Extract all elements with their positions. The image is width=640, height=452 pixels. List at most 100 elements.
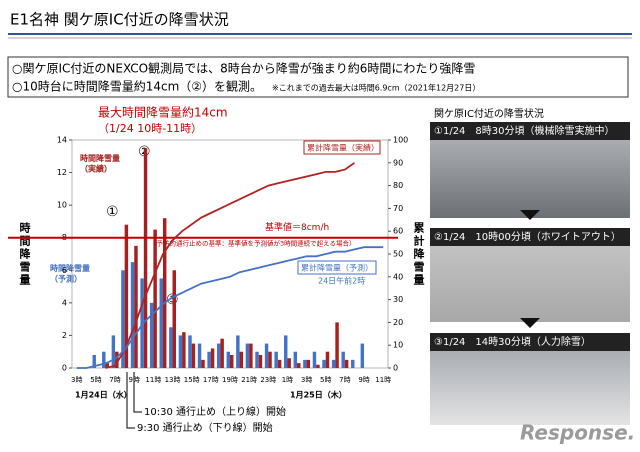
watermark: Response. bbox=[520, 421, 635, 445]
line bbox=[76, 246, 384, 369]
photo-caption: ③1/24 14時30分頃（人力除雪） bbox=[434, 335, 591, 348]
bar bbox=[303, 359, 307, 368]
closure-marker bbox=[133, 372, 142, 413]
y-tick-label: 12 bbox=[57, 168, 67, 177]
bar bbox=[258, 354, 263, 368]
bar bbox=[130, 262, 135, 368]
bar bbox=[344, 359, 349, 368]
y2-tick-label: 20 bbox=[393, 318, 403, 327]
bar bbox=[306, 359, 311, 368]
x-tick-label: 21時 bbox=[241, 376, 257, 384]
legend-label: 累計降雪量（予測） bbox=[301, 263, 373, 273]
bar bbox=[210, 348, 215, 368]
arrow bbox=[520, 318, 540, 328]
bar bbox=[92, 354, 96, 368]
bar bbox=[197, 343, 202, 368]
x-tick-label: 11時 bbox=[375, 376, 391, 384]
x-tick-label: 7時 bbox=[109, 376, 120, 384]
y-tick-label: 2 bbox=[62, 331, 67, 340]
bar bbox=[322, 359, 326, 368]
photo-panel-title: 関ケ原IC付近の降雪状況 bbox=[434, 107, 544, 120]
x-tick-label: 9時 bbox=[129, 376, 140, 384]
bar bbox=[351, 359, 355, 368]
bar bbox=[111, 335, 116, 368]
y-tick-label: 0 bbox=[62, 364, 67, 373]
bar bbox=[239, 351, 244, 368]
y2-tick-label: 30 bbox=[393, 295, 403, 304]
annotation: 24日午前2時 bbox=[318, 276, 365, 286]
bar bbox=[335, 322, 339, 368]
y2-tick-label: 100 bbox=[393, 136, 408, 145]
summary-line: ○10時台に時間降雪量約14cm（②）を観測。 bbox=[12, 79, 262, 94]
y2-tick-label: 60 bbox=[393, 227, 403, 236]
bar bbox=[264, 343, 269, 368]
bar bbox=[188, 335, 192, 368]
bar bbox=[172, 270, 176, 368]
bar bbox=[102, 351, 106, 368]
line bbox=[105, 162, 356, 369]
x-tick-label: 23時 bbox=[260, 376, 276, 384]
bar bbox=[216, 343, 221, 368]
y-tick-label: 4 bbox=[62, 298, 67, 307]
bar bbox=[143, 148, 148, 368]
y2-axis-label: 累計降雪量 bbox=[412, 222, 425, 287]
x-tick-label: 7時 bbox=[339, 376, 350, 384]
y2-tick-label: 80 bbox=[393, 181, 403, 190]
y-axis-label: 時間降雪量 bbox=[18, 221, 31, 287]
reference-label: 基準値＝8cm/h bbox=[265, 221, 329, 233]
bar bbox=[284, 335, 288, 368]
bar bbox=[220, 338, 224, 368]
bar bbox=[191, 343, 196, 368]
page-title: E1名神 関ケ原IC付近の降雪状況 bbox=[10, 11, 229, 29]
bar bbox=[293, 351, 298, 368]
bar bbox=[169, 327, 173, 368]
legend-label: 累計降雪量（実績） bbox=[307, 143, 379, 153]
x-tick-label: 5時 bbox=[320, 376, 331, 384]
x-tick-label: 13時 bbox=[165, 376, 181, 384]
reference-note: （予防的通行止めの基準：基準値を予測値が3時間連続で超える場合） bbox=[150, 239, 355, 248]
bar bbox=[182, 332, 186, 368]
plot-area bbox=[71, 139, 389, 369]
bar bbox=[140, 278, 144, 368]
chart-subtitle: （1/24 10時-11時） bbox=[98, 122, 202, 135]
y-tick-label: 6 bbox=[62, 266, 67, 275]
bar bbox=[245, 343, 250, 368]
annotation: 10:30 通行止め（上り線）開始 bbox=[144, 405, 286, 418]
bar bbox=[325, 351, 330, 368]
photo-caption: ①1/24 8時30分頃（機械除雪実施中） bbox=[434, 124, 615, 137]
bar bbox=[274, 351, 278, 368]
photo-caption: ②1/24 10時00分頃（ホワイトアウト） bbox=[434, 231, 621, 243]
bar bbox=[230, 354, 234, 368]
chart-title: 最大時間降雪量約14cm bbox=[98, 105, 228, 120]
x-tick-label: 15時 bbox=[184, 376, 200, 384]
x-tick-label: 17時 bbox=[203, 376, 219, 384]
date-label: 1月24日（水） bbox=[75, 390, 132, 400]
y2-tick-label: 10 bbox=[393, 341, 403, 350]
bar bbox=[312, 351, 317, 368]
x-tick-label: 3時 bbox=[71, 376, 82, 384]
x-tick-label: 11時 bbox=[145, 376, 161, 384]
x-tick-label: 5時 bbox=[90, 376, 101, 384]
closure-marker bbox=[126, 372, 135, 429]
bar bbox=[115, 351, 119, 368]
bar bbox=[268, 351, 272, 368]
x-tick-label: 9時 bbox=[358, 376, 369, 384]
bar bbox=[178, 335, 183, 368]
y-tick-label: 10 bbox=[57, 201, 67, 210]
caption-bar bbox=[430, 228, 630, 246]
caption-bar bbox=[430, 122, 630, 140]
y2-tick-label: 50 bbox=[393, 250, 403, 259]
legend-box bbox=[303, 140, 381, 155]
summary-box bbox=[7, 56, 629, 98]
y2-tick-label: 70 bbox=[393, 204, 403, 213]
legend-box bbox=[297, 260, 377, 275]
bar bbox=[162, 218, 167, 368]
summary-line: ○関ケ原IC付近のNEXCO観測局では、8時台から降雪が強まり約6時間にわたり強… bbox=[12, 61, 475, 76]
legend-label: 時間降雪量（実績） bbox=[80, 153, 120, 173]
bar bbox=[153, 229, 157, 368]
y2-tick-label: 90 bbox=[393, 158, 403, 167]
annotation: 9:30 通行止め（下り線）開始 bbox=[137, 421, 273, 434]
bar bbox=[287, 358, 291, 368]
y2-tick-label: 40 bbox=[393, 272, 403, 281]
